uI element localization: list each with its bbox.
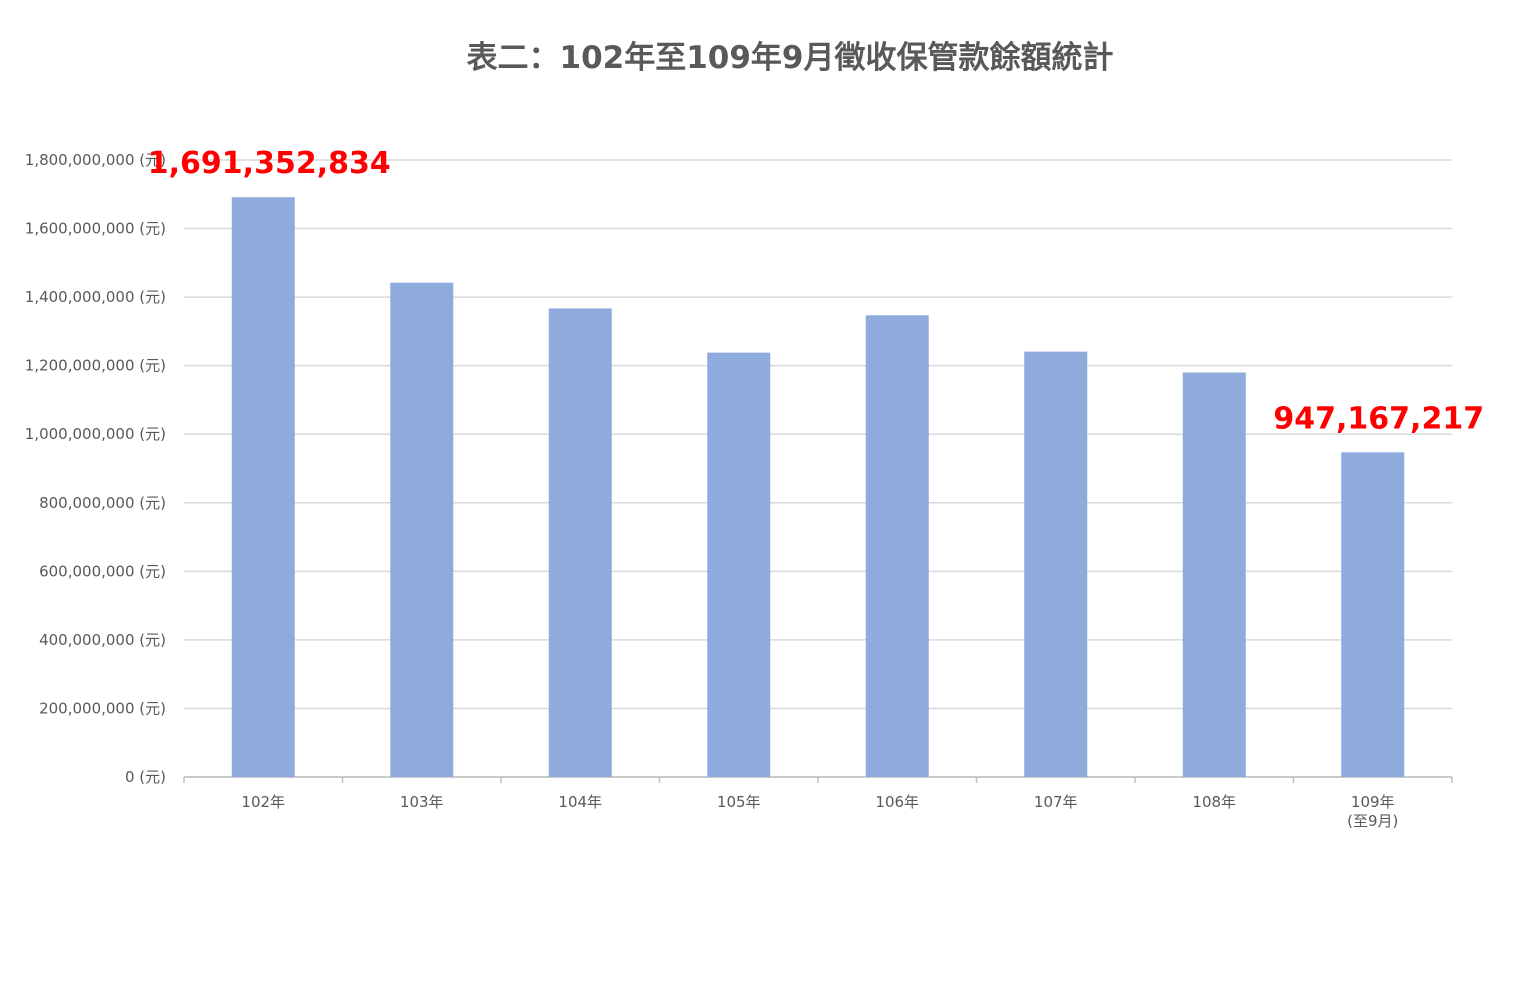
x-tick-label: 103年 (400, 793, 444, 811)
y-tick-label: 1,400,000,000 (元) (25, 288, 166, 306)
data-label: 1,691,352,834 (148, 146, 391, 181)
y-tick-label: 200,000,000 (元) (39, 699, 166, 717)
x-tick-label: 109年(至9月) (1347, 793, 1398, 830)
x-tick-label: 108年 (1192, 793, 1236, 811)
y-tick-label: 1,000,000,000 (元) (25, 425, 166, 443)
y-tick-label: 1,200,000,000 (元) (25, 357, 166, 375)
y-tick-label: 400,000,000 (元) (39, 631, 166, 649)
y-tick-label: 800,000,000 (元) (39, 494, 166, 512)
bar (231, 197, 295, 778)
x-tick-label: 105年 (717, 793, 761, 811)
y-tick-label: 600,000,000 (元) (39, 562, 166, 580)
bar (548, 308, 612, 777)
x-tick-label: 106年 (875, 793, 919, 811)
bar (1341, 452, 1405, 777)
bar (1182, 372, 1246, 777)
x-tick-label: 102年 (241, 793, 285, 811)
bar (1024, 351, 1088, 777)
y-tick-label: 1,800,000,000 (元) (25, 151, 166, 169)
bar (865, 315, 929, 777)
x-tick-label: 107年 (1034, 793, 1078, 811)
data-label: 947,167,217 (1273, 401, 1484, 436)
y-tick-label: 0 (元) (125, 768, 166, 786)
bar (707, 352, 771, 777)
bar (390, 282, 454, 777)
chart-title: 表二：102年至109年9月徵收保管款餘額統計 (466, 40, 1114, 76)
x-tick-label: 104年 (558, 793, 602, 811)
y-tick-label: 1,600,000,000 (元) (25, 220, 166, 238)
